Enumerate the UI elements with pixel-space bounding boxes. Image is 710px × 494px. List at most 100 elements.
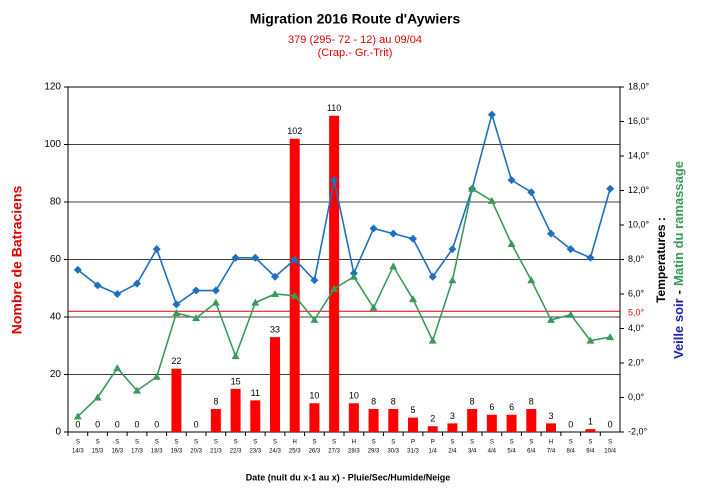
- x-tick-label: S: [470, 440, 474, 446]
- marker: [231, 352, 240, 360]
- x-tick-label: 18/3: [151, 449, 163, 455]
- x-tick-label: 17/3: [131, 449, 143, 455]
- x-tick-label: 6/4: [527, 449, 536, 455]
- marker: [192, 286, 201, 295]
- x-tick-label: 23/3: [249, 449, 261, 455]
- y2-axis-label: Temperatures :: [654, 217, 668, 303]
- x-tick-label: H: [549, 440, 553, 446]
- x-tick-label: S: [194, 440, 198, 446]
- x-tick-label: 28/3: [348, 449, 360, 455]
- bar: [408, 417, 418, 432]
- x-tick-label: 4/4: [488, 449, 497, 455]
- bar-value-label: 10: [309, 391, 319, 401]
- x-tick-label: P: [411, 440, 415, 446]
- marker: [448, 245, 457, 254]
- bar: [388, 409, 399, 432]
- marker: [428, 336, 437, 344]
- bar: [230, 388, 241, 432]
- bar-value-label: 5: [410, 405, 415, 415]
- bar-value-label: 8: [371, 396, 376, 406]
- marker: [271, 272, 279, 281]
- bar: [270, 337, 280, 432]
- marker: [73, 265, 82, 274]
- marker: [290, 291, 299, 299]
- bar-value-label: 0: [568, 419, 573, 429]
- marker: [566, 310, 575, 318]
- marker: [152, 372, 161, 380]
- marker: [251, 298, 260, 306]
- y2-tick-label: 0,0°: [628, 392, 645, 402]
- marker: [192, 314, 201, 322]
- y-tick-label: 20: [50, 369, 62, 380]
- bar-value-label: 22: [171, 356, 181, 366]
- x-tick-label: S: [135, 440, 139, 446]
- bar-value-label: 1: [588, 417, 593, 427]
- legend-joiner: -: [671, 290, 686, 294]
- marker: [606, 333, 615, 341]
- bar: [210, 409, 221, 432]
- y-tick-label: 0: [55, 427, 61, 438]
- x-tick-label: 20/3: [190, 449, 202, 455]
- x-tick-label: 27/3: [328, 449, 340, 455]
- x-tick-label: 29/3: [368, 449, 380, 455]
- bar-value-label: 6: [509, 402, 514, 412]
- marker: [211, 298, 220, 306]
- x-tick-label: S: [588, 440, 592, 446]
- x-tick-label: S: [450, 440, 454, 446]
- marker: [586, 253, 595, 262]
- x-tick-label: S: [273, 440, 277, 446]
- bar-value-label: 0: [115, 419, 120, 429]
- y2-tick-label: 6,0°: [628, 288, 645, 298]
- x-axis-label: Date (nuit du x-1 au x) - Pluie/Sec/Humi…: [246, 472, 451, 482]
- marker: [507, 239, 516, 247]
- y2-tick-label: 16,0°: [628, 116, 650, 126]
- marker: [566, 245, 575, 254]
- marker: [428, 272, 437, 281]
- bar-value-label: 102: [287, 126, 302, 136]
- marker: [409, 234, 417, 243]
- x-tick-label: 25/3: [289, 449, 301, 455]
- y-tick-label: 40: [50, 312, 62, 323]
- x-tick-label: S: [529, 440, 533, 446]
- bar-value-label: 8: [529, 396, 534, 406]
- bar: [546, 423, 556, 432]
- y2-tick-label: 14,0°: [628, 150, 650, 160]
- marker: [113, 290, 122, 298]
- marker: [389, 262, 398, 270]
- marker: [133, 386, 141, 394]
- x-tick-label: S: [391, 440, 395, 446]
- x-tick-label: 9/4: [586, 449, 595, 455]
- marker: [231, 253, 240, 262]
- x-tick-label: 10/4: [604, 449, 616, 455]
- marker: [152, 245, 161, 254]
- x-tick-label: H: [352, 440, 356, 446]
- bar: [467, 409, 478, 432]
- x-tick-label: 8/4: [567, 449, 576, 455]
- marker: [133, 279, 141, 288]
- x-tick-label: S: [332, 440, 336, 446]
- x-tick-label: 16/3: [111, 449, 123, 455]
- marker: [330, 176, 339, 185]
- legend-entry: Veille soir: [671, 298, 686, 359]
- bar-value-label: 0: [608, 419, 613, 429]
- x-tick-label: 2/4: [448, 449, 457, 455]
- bar-value-label: 10: [349, 391, 359, 401]
- chart-subtitle: 379 (295- 72 - 12) au 09/04: [288, 34, 422, 46]
- x-tick-label: S: [96, 440, 100, 446]
- bar-value-label: 11: [251, 388, 260, 398]
- x-tick-label: P: [431, 440, 435, 446]
- marker: [310, 315, 319, 323]
- marker: [172, 300, 181, 309]
- x-tick-label: S: [312, 440, 316, 446]
- bar: [309, 403, 320, 432]
- legend-entry: Matin du ramassage: [671, 161, 686, 286]
- x-tick-label: S: [214, 440, 218, 446]
- bar: [447, 423, 458, 432]
- x-tick-label: 5/4: [507, 449, 516, 455]
- x-tick-label: 21/3: [210, 449, 222, 455]
- bar-value-label: 0: [75, 419, 80, 429]
- y-axis-label: Nombre de Batraciens: [9, 185, 25, 334]
- x-tick-label: H: [293, 440, 297, 446]
